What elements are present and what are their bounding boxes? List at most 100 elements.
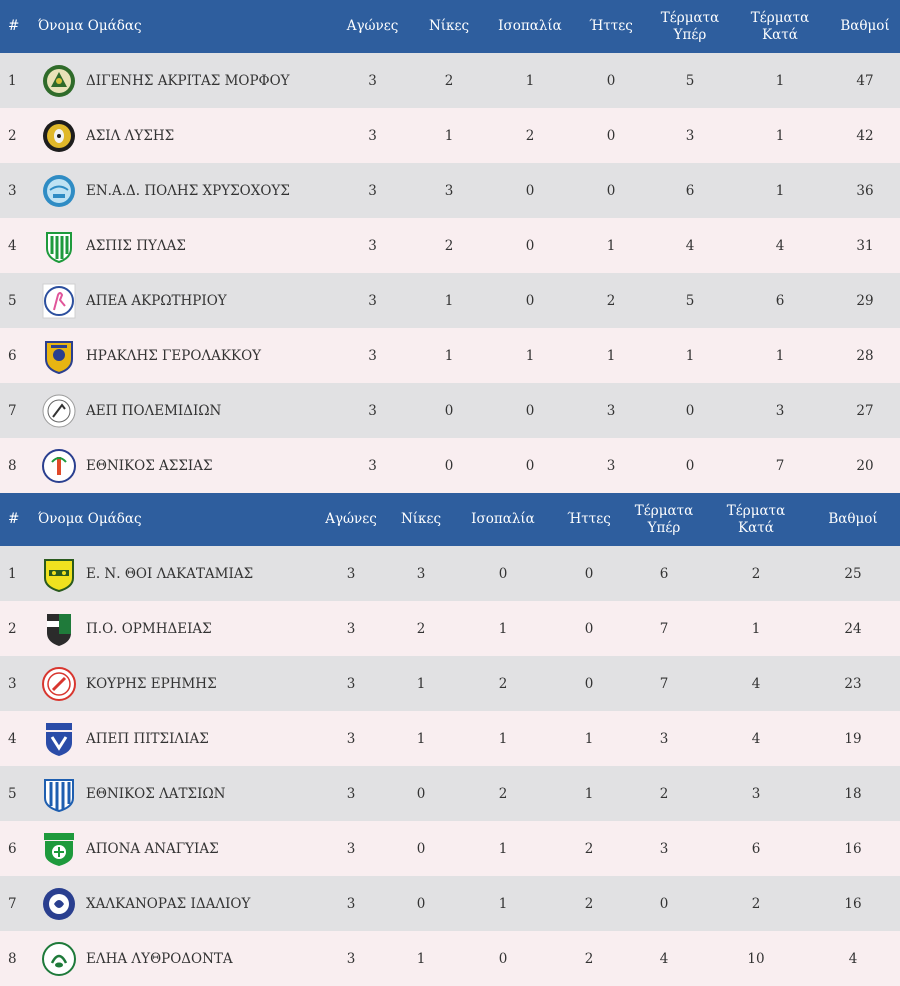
- header-wins: Νίκες: [392, 493, 450, 546]
- goals-against-cell: 1: [775, 72, 785, 89]
- team-link[interactable]: ΚΟΥΡΗΣ ΕΡΗΜΗΣ: [30, 666, 310, 702]
- thoi-lakatamias-crest-icon: [44, 558, 74, 592]
- goals-against-cell: 2: [751, 895, 761, 912]
- team-link[interactable]: ΑΠΟΝΑ ΑΝΑΓΥΙΑΣ: [30, 831, 310, 867]
- team-name: Π.Ο. ΟΡΜΗΔΕΙΑΣ: [86, 620, 212, 637]
- losses-cell: 0: [606, 182, 616, 199]
- table-row: 1 Ε. Ν. ΘΟΙ ΛΑΚΑΤΑΜΙΑΣ 3 3 0 0 6 2 25: [0, 546, 900, 601]
- team-link[interactable]: ΔΙΓΕΝΗΣ ΑΚΡΙΤΑΣ ΜΟΡΦΟΥ: [30, 63, 335, 99]
- team-cell[interactable]: ΑΣΙΛ ΛΥΣΗΣ: [30, 108, 335, 163]
- played-cell: 3: [368, 347, 377, 364]
- goals-against-cell: 10: [747, 950, 765, 967]
- team-link[interactable]: ΗΡΑΚΛΗΣ ΓΕΡΟΛΑΚΚΟΥ: [30, 338, 335, 374]
- draws-cell: 0: [498, 950, 508, 967]
- draws-cell: 0: [525, 292, 535, 309]
- losses-cell: 2: [584, 950, 594, 967]
- points-cell: 19: [844, 730, 862, 747]
- played-cell: 3: [346, 565, 356, 582]
- team-cell[interactable]: Π.Ο. ΟΡΜΗΔΕΙΑΣ: [30, 601, 310, 656]
- team-cell[interactable]: ΕΘΝΙΚΟΣ ΑΣΣΙΑΣ: [30, 438, 335, 493]
- table-row: 2 ΑΣΙΛ ΛΥΣΗΣ 3 1 2 0 3 1 42: [0, 108, 900, 163]
- team-link[interactable]: ΧΑΛΚΑΝΟΡΑΣ ΙΔΑΛΙΟΥ: [30, 886, 310, 922]
- goals-for-cell: 1: [685, 347, 695, 364]
- team-name: ΕΛΗΑ ΛΥΘΡΟΔΟΝΤΑ: [86, 950, 233, 967]
- team-cell[interactable]: Ε. Ν. ΘΟΙ ΛΑΚΑΤΑΜΙΑΣ: [30, 546, 310, 601]
- team-cell[interactable]: ΑΠΟΝΑ ΑΝΑΓΥΙΑΣ: [30, 821, 310, 876]
- team-cell[interactable]: ΗΡΑΚΛΗΣ ΓΕΡΟΛΑΚΚΟΥ: [30, 328, 335, 383]
- header-played: Αγώνες: [335, 0, 410, 53]
- wins-cell: 2: [416, 620, 426, 637]
- position-cell: 2: [8, 127, 17, 144]
- team-link[interactable]: ΕΘΝΙΚΟΣ ΛΑΤΣΙΩΝ: [30, 776, 310, 812]
- goals-against-cell: 4: [751, 730, 761, 747]
- header-losses: Ήττες: [572, 0, 650, 53]
- team-link[interactable]: ΑΠΕΑ ΑΚΡΩΤΗΡΙΟΥ: [30, 283, 335, 319]
- losses-cell: 3: [606, 457, 616, 474]
- team-cell[interactable]: ΚΟΥΡΗΣ ΕΡΗΜΗΣ: [30, 656, 310, 711]
- table-row: 5 ΕΘΝΙΚΟΣ ΛΑΤΣΙΩΝ 3 0 2 1 2 3 18: [0, 766, 900, 821]
- goals-for-cell: 0: [659, 895, 669, 912]
- team-name: ΑΠΟΝΑ ΑΝΑΓΥΙΑΣ: [86, 840, 219, 857]
- apep-pitsilias-crest-icon: [46, 722, 72, 756]
- draws-cell: 0: [525, 402, 535, 419]
- team-link[interactable]: Ε. Ν. ΘΟΙ ΛΑΚΑΤΑΜΙΑΣ: [30, 556, 310, 592]
- goals-against-cell: 4: [775, 237, 785, 254]
- points-cell: 31: [856, 237, 874, 254]
- team-name: ΕΝ.Α.Δ. ΠΟΛΗΣ ΧΡΥΣΟΧΟΥΣ: [86, 182, 290, 199]
- standings-table-group-2: # Όνομα Ομάδας Αγώνες Νίκες Ισοπαλία Ήττ…: [0, 493, 900, 986]
- team-cell[interactable]: ΑΠΕΑ ΑΚΡΩΤΗΡΙΟΥ: [30, 273, 335, 328]
- header-goals-for-line-1: Τέρματα: [634, 502, 694, 519]
- team-cell[interactable]: ΑΕΠ ΠΟΛΕΜΙΔΙΩΝ: [30, 383, 335, 438]
- standings-body: 1 Ε. Ν. ΘΟΙ ΛΑΚΑΤΑΜΙΑΣ 3 3 0 0 6 2 25 2 Π.Ο. ΟΡΜΗΔ…: [0, 546, 900, 986]
- team-link[interactable]: ΕΘΝΙΚΟΣ ΑΣΣΙΑΣ: [30, 448, 335, 484]
- points-cell: 36: [856, 182, 874, 199]
- goals-against-cell: 2: [751, 565, 761, 582]
- position-cell: 4: [8, 730, 17, 747]
- header-goals-for-line-2: Υπέρ: [647, 519, 681, 536]
- team-cell[interactable]: ΔΙΓΕΝΗΣ ΑΚΡΙΤΑΣ ΜΟΡΦΟΥ: [30, 53, 335, 108]
- wins-cell: 0: [444, 457, 454, 474]
- standings-body: 1 ΔΙΓΕΝΗΣ ΑΚΡΙΤΑΣ ΜΟΡΦΟΥ 3 2 1 0 5 1 47 2 ΑΣΙΛ ΛΥΣ…: [0, 53, 900, 493]
- header-played: Αγώνες: [310, 493, 392, 546]
- played-cell: 3: [346, 675, 356, 692]
- team-cell[interactable]: ΧΑΛΚΑΝΟΡΑΣ ΙΔΑΛΙΟΥ: [30, 876, 310, 931]
- position-cell: 1: [8, 72, 17, 89]
- team-link[interactable]: ΕΝ.Α.Δ. ΠΟΛΗΣ ΧΡΥΣΟΧΟΥΣ: [30, 173, 335, 209]
- goals-for-cell: 3: [685, 127, 695, 144]
- draws-cell: 0: [525, 182, 535, 199]
- goals-for-cell: 5: [685, 292, 695, 309]
- wins-cell: 3: [444, 182, 454, 199]
- goals-for-cell: 6: [659, 565, 669, 582]
- table-row: 8 ΕΘΝΙΚΟΣ ΑΣΣΙΑΣ 3 0 0 3 0 7 20: [0, 438, 900, 493]
- losses-cell: 0: [606, 127, 616, 144]
- team-cell[interactable]: ΕΛΗΑ ΛΥΘΡΟΔΟΝΤΑ: [30, 931, 310, 986]
- goals-for-cell: 6: [685, 182, 695, 199]
- apona-anagyias-crest-icon: [44, 832, 74, 866]
- position-cell: 8: [8, 950, 17, 967]
- team-name: ΑΣΠΙΣ ΠΥΛΑΣ: [86, 237, 186, 254]
- draws-cell: 1: [498, 895, 508, 912]
- team-cell[interactable]: ΕΘΝΙΚΟΣ ΛΑΤΣΙΩΝ: [30, 766, 310, 821]
- team-cell[interactable]: ΕΝ.Α.Δ. ΠΟΛΗΣ ΧΡΥΣΟΧΟΥΣ: [30, 163, 335, 218]
- table-row: 6 ΑΠΟΝΑ ΑΝΑΓΥΙΑΣ 3 0 1 2 3 6 16: [0, 821, 900, 876]
- header-goals-for: Τέρματα Υπέρ: [650, 0, 730, 53]
- team-link[interactable]: ΑΕΠ ΠΟΛΕΜΙΔΙΩΝ: [30, 393, 335, 429]
- draws-cell: 2: [498, 785, 508, 802]
- team-name: ΑΣΙΛ ΛΥΣΗΣ: [86, 127, 175, 144]
- goals-against-cell: 3: [751, 785, 761, 802]
- team-cell[interactable]: ΑΠΕΠ ΠΙΤΣΙΛΙΑΣ: [30, 711, 310, 766]
- played-cell: 3: [346, 895, 356, 912]
- team-name: ΑΠΕΑ ΑΚΡΩΤΗΡΙΟΥ: [86, 292, 227, 309]
- header-points: Βαθμοί: [830, 0, 900, 53]
- team-name: ΑΕΠ ΠΟΛΕΜΙΔΙΩΝ: [86, 402, 222, 419]
- elia-lythrodonta-crest-icon: [42, 941, 76, 976]
- team-cell[interactable]: ΑΣΠΙΣ ΠΥΛΑΣ: [30, 218, 335, 273]
- losses-cell: 2: [584, 895, 594, 912]
- played-cell: 3: [368, 127, 377, 144]
- team-link[interactable]: ΕΛΗΑ ΛΥΘΡΟΔΟΝΤΑ: [30, 941, 310, 977]
- ethnikos-assias-crest-icon: [42, 448, 76, 483]
- team-link[interactable]: Π.Ο. ΟΡΜΗΔΕΙΑΣ: [30, 611, 310, 647]
- team-link[interactable]: ΑΣΙΛ ΛΥΣΗΣ: [30, 118, 335, 154]
- team-link[interactable]: ΑΠΕΠ ΠΙΤΣΙΛΙΑΣ: [30, 721, 310, 757]
- team-link[interactable]: ΑΣΠΙΣ ΠΥΛΑΣ: [30, 228, 335, 264]
